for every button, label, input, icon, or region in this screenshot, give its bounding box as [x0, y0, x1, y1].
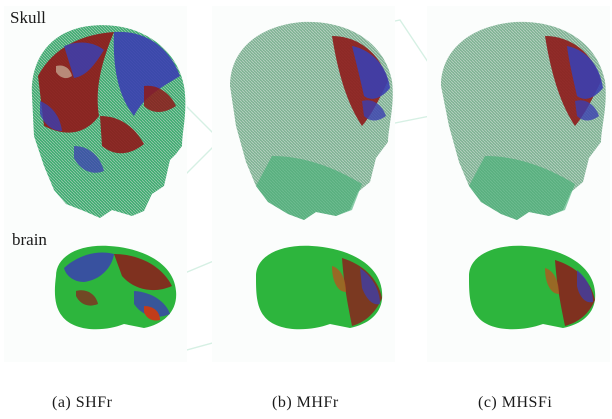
panel-shfr [4, 6, 187, 362]
brain-shape [469, 245, 596, 330]
caption-mhsfi: (c) MHSFi [478, 394, 553, 411]
brain-shape [54, 245, 177, 330]
caption-mhfr: (b) MHFr [272, 394, 339, 411]
panel-mhfr [212, 6, 395, 362]
skull-brain-image-mhfr [230, 21, 393, 330]
row-label-skull: Skull [10, 8, 46, 27]
brain-shape [256, 245, 383, 330]
skull-brain-image-shfr [31, 25, 186, 330]
row-label-brain: brain [12, 230, 47, 249]
panel-mhsfi [427, 6, 610, 362]
caption-shfr: (a) SHFr [52, 394, 113, 411]
skull-brain-image-mhsfi [441, 21, 606, 330]
skull-shape [230, 21, 393, 221]
skull-shape [31, 25, 186, 218]
skull-shape [441, 21, 606, 221]
